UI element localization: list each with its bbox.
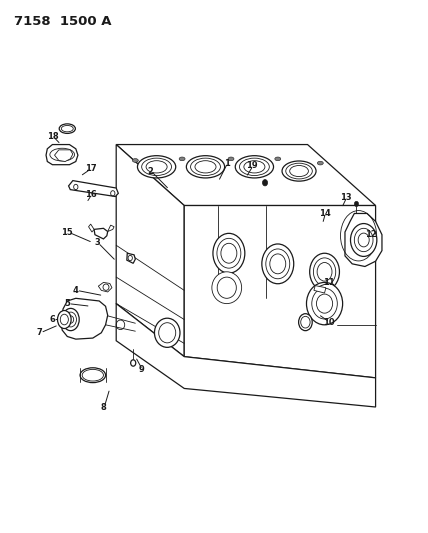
Ellipse shape bbox=[179, 157, 185, 161]
Text: 18: 18 bbox=[47, 132, 58, 141]
Ellipse shape bbox=[228, 157, 234, 161]
Text: 1: 1 bbox=[224, 159, 230, 167]
Text: 13: 13 bbox=[340, 193, 352, 202]
Polygon shape bbox=[116, 144, 376, 206]
Ellipse shape bbox=[306, 282, 343, 325]
Text: 7: 7 bbox=[37, 328, 42, 337]
Ellipse shape bbox=[351, 223, 377, 256]
Ellipse shape bbox=[137, 156, 176, 178]
Text: 11: 11 bbox=[323, 278, 335, 287]
Polygon shape bbox=[61, 298, 108, 339]
Polygon shape bbox=[184, 206, 376, 378]
Polygon shape bbox=[46, 144, 78, 165]
Text: 6: 6 bbox=[50, 315, 55, 324]
Ellipse shape bbox=[59, 124, 75, 133]
Text: 2: 2 bbox=[147, 166, 153, 175]
Polygon shape bbox=[68, 181, 118, 197]
Ellipse shape bbox=[262, 180, 268, 186]
Ellipse shape bbox=[317, 161, 323, 165]
Ellipse shape bbox=[310, 253, 339, 290]
Ellipse shape bbox=[62, 309, 79, 330]
Text: 17: 17 bbox=[85, 164, 96, 173]
Text: 9: 9 bbox=[139, 366, 145, 374]
Text: 3: 3 bbox=[94, 238, 100, 247]
Ellipse shape bbox=[57, 311, 71, 328]
Polygon shape bbox=[54, 150, 73, 161]
Text: 5: 5 bbox=[64, 299, 70, 308]
Text: 7158  1500 A: 7158 1500 A bbox=[14, 14, 112, 28]
Polygon shape bbox=[345, 214, 382, 266]
Ellipse shape bbox=[299, 314, 312, 330]
Ellipse shape bbox=[212, 272, 242, 304]
Polygon shape bbox=[116, 304, 376, 407]
Ellipse shape bbox=[235, 156, 273, 178]
Text: 8: 8 bbox=[101, 402, 106, 411]
Polygon shape bbox=[116, 144, 184, 357]
Text: 16: 16 bbox=[85, 190, 97, 199]
Polygon shape bbox=[127, 253, 135, 263]
Ellipse shape bbox=[186, 156, 225, 178]
Polygon shape bbox=[108, 225, 114, 231]
Polygon shape bbox=[98, 282, 112, 292]
Ellipse shape bbox=[282, 161, 316, 181]
Text: 12: 12 bbox=[366, 230, 377, 239]
Polygon shape bbox=[94, 228, 108, 239]
Ellipse shape bbox=[132, 159, 138, 163]
Ellipse shape bbox=[275, 157, 281, 161]
Text: 4: 4 bbox=[73, 286, 79, 295]
Ellipse shape bbox=[213, 233, 245, 273]
Text: 19: 19 bbox=[247, 161, 258, 170]
Ellipse shape bbox=[262, 244, 294, 284]
Polygon shape bbox=[314, 286, 326, 293]
Ellipse shape bbox=[155, 318, 180, 348]
Polygon shape bbox=[89, 224, 94, 232]
Text: 10: 10 bbox=[323, 318, 335, 327]
Text: 15: 15 bbox=[62, 228, 73, 237]
Text: 14: 14 bbox=[319, 209, 330, 218]
Ellipse shape bbox=[354, 201, 359, 207]
